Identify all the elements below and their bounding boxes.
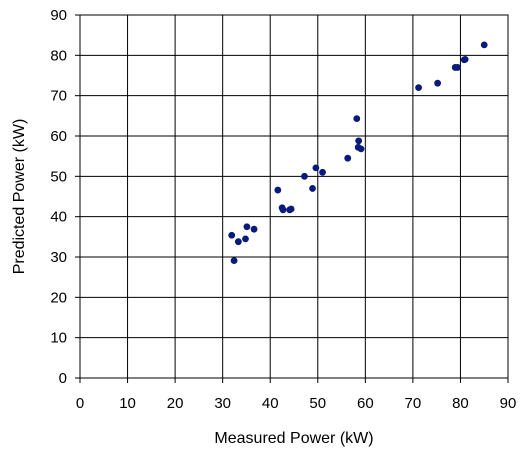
y-tick-label: 50 — [50, 168, 67, 185]
data-point — [230, 257, 238, 265]
data-point — [353, 115, 361, 123]
data-point — [355, 137, 363, 145]
data-point — [480, 41, 488, 49]
y-tick-label: 40 — [50, 209, 67, 226]
data-point — [274, 186, 282, 194]
data-point — [242, 235, 249, 243]
data-point — [434, 79, 442, 87]
data-point — [357, 145, 365, 153]
y-axis-title: Predicted Power (kW) — [11, 119, 28, 275]
data-point — [250, 225, 258, 233]
y-tick-label: 60 — [50, 128, 67, 145]
y-tick-label: 30 — [50, 249, 67, 266]
data-point — [287, 205, 295, 213]
x-axis-ticks: 0 10 20 30 40 50 60 70 80 90 — [76, 378, 517, 412]
data-point — [234, 238, 242, 246]
y-tick-label: 90 — [50, 7, 67, 24]
data-point — [228, 231, 236, 239]
x-tick-label: 60 — [357, 395, 374, 412]
y-tick-label: 20 — [50, 289, 67, 306]
data-point — [243, 223, 251, 231]
data-point — [344, 154, 352, 162]
x-axis-title: Measured Power (kW) — [214, 430, 373, 447]
y-tick-label: 80 — [50, 47, 67, 64]
data-point — [279, 206, 287, 214]
data-points — [228, 41, 488, 265]
x-tick-label: 90 — [500, 395, 517, 412]
x-tick-label: 20 — [167, 395, 184, 412]
data-point — [319, 168, 326, 176]
x-tick-label: 80 — [452, 395, 469, 412]
data-point — [312, 164, 320, 172]
data-point — [454, 64, 461, 71]
x-tick-label: 30 — [214, 395, 231, 412]
x-tick-label: 40 — [262, 395, 279, 412]
data-point — [301, 172, 308, 180]
plot-area-frame — [79, 14, 509, 379]
data-point — [309, 185, 316, 192]
x-tick-label: 0 — [76, 395, 84, 412]
x-tick-label: 10 — [119, 395, 136, 412]
x-tick-label: 50 — [309, 395, 326, 412]
data-point — [461, 55, 469, 63]
y-tick-label: 10 — [50, 330, 67, 347]
y-axis-ticks: 0 10 20 30 40 50 60 70 80 90 — [50, 7, 80, 387]
y-tick-label: 0 — [59, 370, 67, 387]
y-tick-label: 70 — [50, 88, 67, 105]
x-tick-label: 70 — [405, 395, 422, 412]
data-point — [415, 84, 422, 91]
